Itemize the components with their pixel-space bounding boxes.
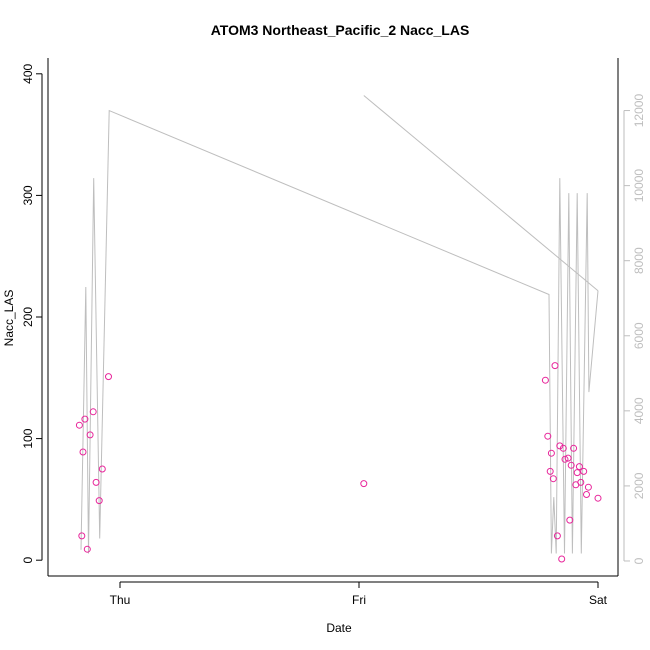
data-point [95, 497, 103, 505]
data-point [83, 545, 91, 553]
y-left-tick-label: 0 [21, 557, 35, 564]
axes-layer: Thu Fri Sat0100200300400020004000600080001… [21, 58, 646, 607]
data-point [594, 494, 602, 502]
points-layer [75, 362, 602, 563]
data-point [561, 455, 569, 463]
data-point [553, 532, 561, 540]
data-point [92, 478, 100, 486]
data-point [564, 454, 572, 462]
x-tick-label: Thu [110, 593, 131, 607]
data-point [546, 467, 554, 475]
y-axis-title: Nacc_LAS [2, 290, 16, 347]
data-point [580, 467, 588, 475]
data-point [583, 491, 590, 498]
data-point [89, 408, 97, 416]
series-line-segment [363, 95, 599, 292]
x-tick-label: Sat [589, 593, 608, 607]
lines-layer [80, 95, 599, 554]
y-left-tick-label: 200 [21, 307, 35, 327]
data-point [549, 475, 557, 483]
y-right-tick-label: 10000 [632, 169, 646, 203]
data-point [81, 415, 89, 423]
data-point [577, 478, 585, 486]
data-point [570, 444, 578, 452]
data-point [360, 480, 368, 488]
y-left-tick-label: 100 [21, 428, 35, 448]
data-point [567, 461, 575, 469]
data-point [78, 532, 86, 540]
data-point [573, 469, 581, 477]
data-point [551, 362, 559, 370]
chart-title: ATOM3 Northeast_Pacific_2 Nacc_LAS [211, 22, 470, 38]
data-point [556, 442, 564, 450]
y-left-tick-label: 400 [21, 63, 35, 83]
data-point [547, 449, 555, 457]
data-point [544, 432, 552, 440]
data-point [558, 555, 566, 563]
x-axis-title: Date [326, 621, 352, 635]
y-right-tick-label: 6000 [632, 322, 646, 349]
x-tick-label: Fri [352, 593, 366, 607]
y-left-tick-label: 300 [21, 185, 35, 205]
data-point [86, 431, 94, 439]
y-right-tick-label: 8000 [632, 247, 646, 274]
data-point [541, 376, 549, 384]
data-point [105, 373, 112, 381]
data-point [79, 448, 87, 456]
data-point [98, 465, 106, 473]
y-right-tick-label: 12000 [632, 94, 646, 128]
data-point [575, 463, 583, 471]
y-right-tick-label: 2000 [632, 472, 646, 499]
series-line-segment [80, 109, 599, 554]
y-right-tick-label: 0 [632, 557, 646, 564]
data-point [559, 444, 567, 452]
data-point [584, 483, 592, 491]
data-point [75, 421, 83, 429]
data-point [566, 516, 574, 524]
y-right-tick-label: 4000 [632, 397, 646, 424]
